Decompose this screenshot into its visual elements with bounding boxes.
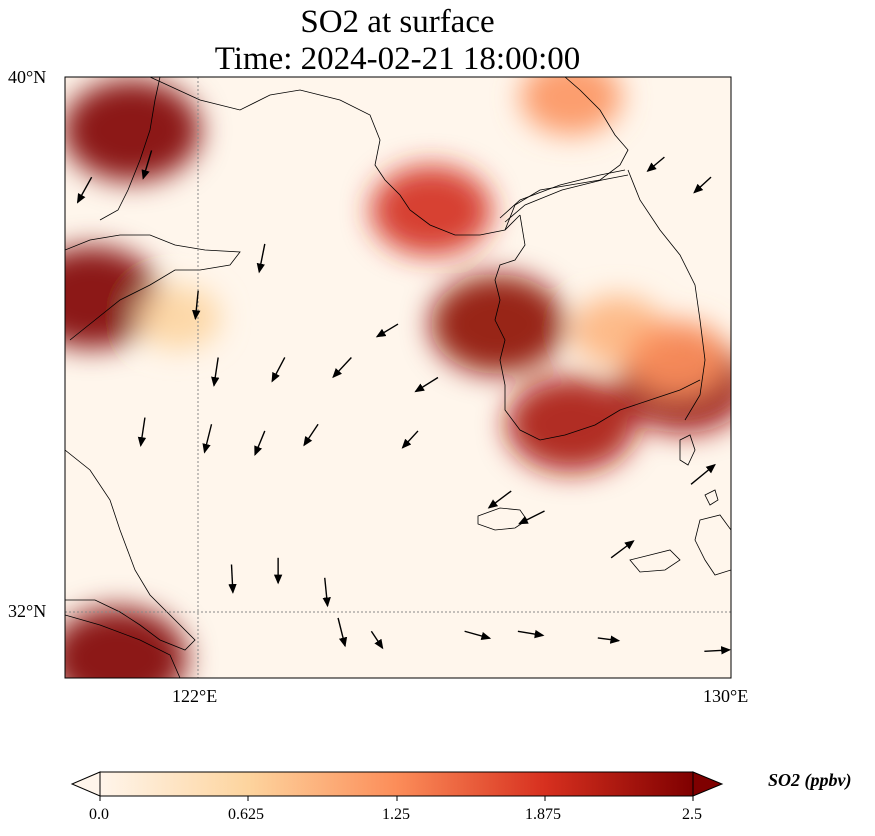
wind-arrow-12 xyxy=(303,423,319,447)
so2-hotspot-6 xyxy=(370,165,492,256)
wind-arrow-28 xyxy=(693,176,712,194)
wind-arrow-2 xyxy=(192,290,201,321)
wind-arrow-8 xyxy=(414,376,439,393)
x-tick-122e: 122°E xyxy=(172,686,218,706)
wind-arrow-4 xyxy=(211,357,220,387)
wind-arrow-19 xyxy=(337,617,348,648)
wind-arrow-5 xyxy=(271,357,286,383)
wind-arrow-7 xyxy=(375,323,399,338)
wind-arrow-24 xyxy=(704,646,731,655)
wind-arrow-27 xyxy=(646,156,665,173)
colorbar-tick-2: 1.25 xyxy=(382,806,410,823)
wind-arrow-6 xyxy=(332,356,352,379)
wind-arrow-3 xyxy=(256,243,266,274)
wind-arrow-22 xyxy=(517,629,545,639)
so2-hotspot-3 xyxy=(430,274,566,375)
colorbar-over-arrow xyxy=(692,771,724,797)
colorbar-gradient xyxy=(99,771,694,797)
wind-arrow-9 xyxy=(137,417,147,447)
so2-hotspot-0 xyxy=(65,79,201,182)
coastlines xyxy=(65,77,731,678)
chart-subtitle: Time: 2024-02-21 18:00:00 xyxy=(214,41,581,77)
colorbar-tick-3: 1.875 xyxy=(525,806,561,823)
x-tick-130e: 130°E xyxy=(703,686,749,706)
so2-hotspot-1 xyxy=(65,246,161,349)
y-tick-32n: 32°N xyxy=(8,601,47,621)
y-tick-40n: 40°N xyxy=(8,67,47,87)
wind-arrow-25 xyxy=(610,540,635,559)
wind-arrow-14 xyxy=(487,490,512,509)
so2-hotspot-10 xyxy=(520,77,622,136)
colorbar-tick-0: 0.0 xyxy=(89,806,109,823)
wind-arrow-16 xyxy=(228,564,237,594)
colorbar-tick-1: 0.625 xyxy=(228,806,264,823)
wind-arrow-18 xyxy=(322,577,331,608)
wind-arrow-10 xyxy=(202,424,213,454)
map-frame xyxy=(64,76,732,679)
chart-title: SO2 at surface xyxy=(300,4,495,40)
wind-arrow-13 xyxy=(401,430,419,449)
colorbar-under-arrow xyxy=(70,771,101,797)
wind-arrow-23 xyxy=(597,635,621,644)
colorbar-tick-4: 2.5 xyxy=(682,806,702,823)
colorbar-label: SO2 (ppbv) xyxy=(768,770,852,790)
wind-arrow-0 xyxy=(76,176,93,204)
wind-arrow-15 xyxy=(518,510,545,525)
so2-hotspot-8 xyxy=(626,319,729,396)
wind-vectors xyxy=(76,150,731,655)
wind-arrow-26 xyxy=(690,463,716,485)
colorbar xyxy=(70,771,724,801)
so2-hotspot-4 xyxy=(506,376,636,473)
so2-hotspot-2 xyxy=(65,606,188,678)
wind-arrow-21 xyxy=(464,630,492,641)
wind-arrow-1 xyxy=(141,150,153,180)
wind-arrow-11 xyxy=(254,430,266,457)
wind-arrow-20 xyxy=(370,630,384,650)
so2-hotspot-9 xyxy=(135,285,221,350)
